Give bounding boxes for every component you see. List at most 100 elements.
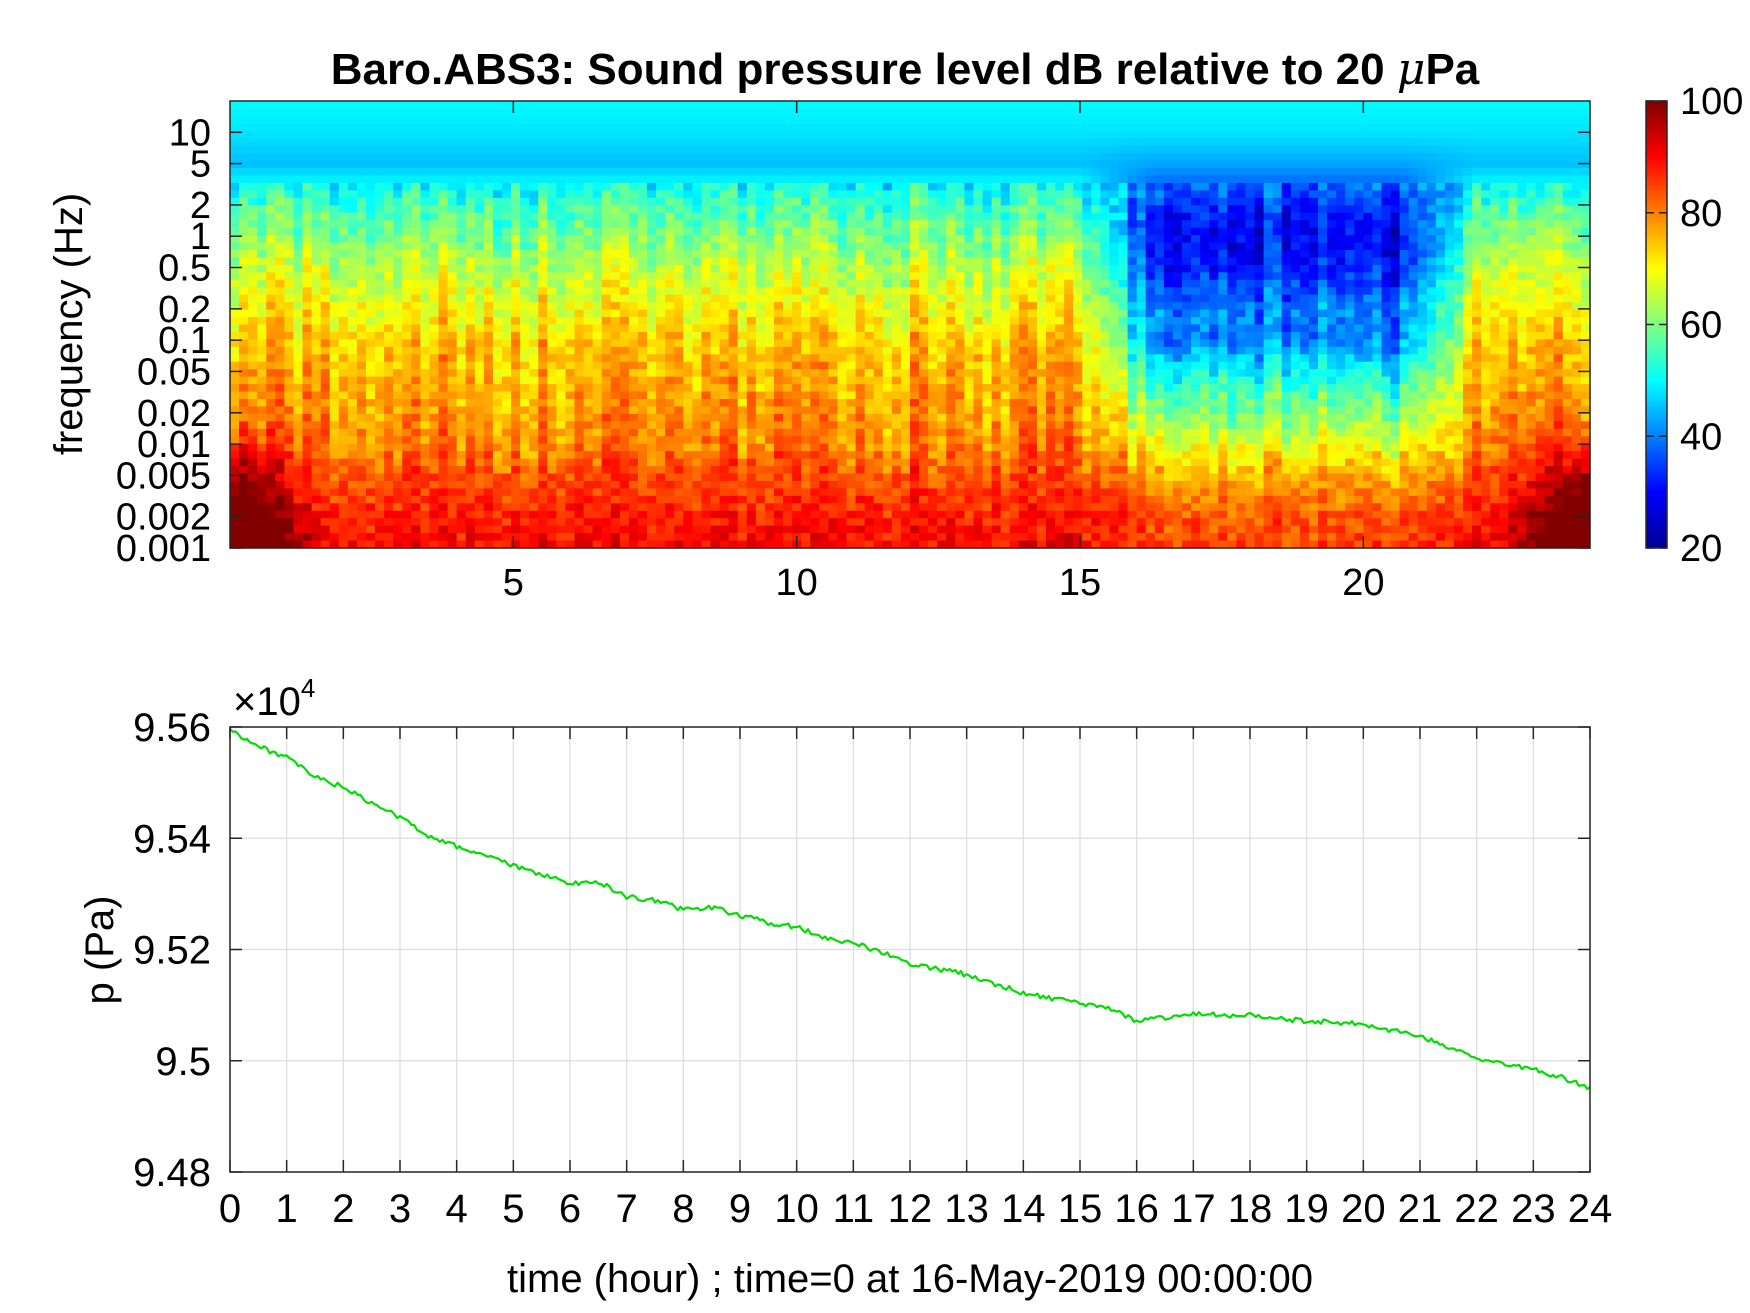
heatmap-cell bbox=[674, 346, 684, 355]
heatmap-cell bbox=[801, 339, 811, 348]
heatmap-cell bbox=[429, 391, 440, 400]
heatmap-cell bbox=[683, 309, 693, 318]
heatmap-cell bbox=[792, 279, 802, 288]
heatmap-cell bbox=[828, 108, 839, 117]
heatmap-cell bbox=[810, 309, 820, 318]
heatmap-cell bbox=[329, 391, 340, 400]
heatmap-cell bbox=[919, 130, 929, 139]
heatmap-cell bbox=[347, 413, 358, 422]
heatmap-cell bbox=[928, 227, 938, 236]
heatmap-cell bbox=[873, 309, 884, 318]
heatmap-cell bbox=[973, 108, 984, 117]
heatmap-cell bbox=[638, 503, 648, 512]
heatmap-cell bbox=[239, 421, 249, 430]
heatmap-cell bbox=[366, 473, 376, 482]
heatmap-cell bbox=[792, 495, 802, 504]
heatmap-cell bbox=[619, 257, 630, 266]
heatmap-cell bbox=[737, 376, 748, 385]
heatmap-cell bbox=[266, 250, 276, 259]
heatmap-cell bbox=[465, 540, 476, 549]
heatmap-cell bbox=[828, 235, 839, 244]
heatmap-cell bbox=[248, 391, 258, 400]
heatmap-cell bbox=[338, 346, 349, 355]
heatmap-cell bbox=[891, 533, 902, 542]
heatmap-cell bbox=[900, 369, 911, 378]
heatmap-cell bbox=[610, 391, 621, 400]
heatmap-cell bbox=[592, 212, 603, 221]
heatmap-cell bbox=[746, 264, 757, 273]
heatmap-cell bbox=[610, 205, 621, 214]
heatmap-cell bbox=[864, 495, 875, 504]
heatmap-cell bbox=[891, 257, 902, 266]
heatmap-cell bbox=[855, 458, 866, 467]
heatmap-cell bbox=[946, 294, 956, 303]
heatmap-cell bbox=[846, 123, 857, 132]
heatmap-cell bbox=[964, 413, 975, 422]
heatmap-cell bbox=[384, 153, 394, 162]
heatmap-cell bbox=[937, 331, 947, 340]
heatmap-cell bbox=[492, 406, 503, 415]
heatmap-cell bbox=[864, 242, 875, 251]
heatmap-cell bbox=[783, 384, 793, 393]
heatmap-cell bbox=[248, 451, 258, 460]
heatmap-cell bbox=[511, 458, 521, 467]
heatmap-cell bbox=[919, 518, 929, 527]
heatmap-cell bbox=[456, 153, 467, 162]
heatmap-cell bbox=[447, 160, 458, 169]
heatmap-cell bbox=[592, 391, 603, 400]
heatmap-cell bbox=[647, 160, 657, 169]
heatmap-cell bbox=[257, 190, 267, 199]
heatmap-cell bbox=[946, 168, 956, 177]
heatmap-cell bbox=[701, 205, 712, 214]
heatmap-cell bbox=[638, 331, 648, 340]
heatmap-cell bbox=[973, 272, 984, 281]
heatmap-cell bbox=[502, 168, 512, 177]
heatmap-cell bbox=[447, 518, 458, 527]
heatmap-cell bbox=[683, 250, 693, 259]
heatmap-cell bbox=[919, 309, 929, 318]
heatmap-cell bbox=[565, 123, 576, 132]
heatmap-cell bbox=[692, 510, 703, 519]
heatmap-cell bbox=[338, 175, 349, 184]
heatmap-cell bbox=[964, 451, 975, 460]
heatmap-cell bbox=[819, 272, 829, 281]
heatmap-cell bbox=[311, 182, 322, 191]
heatmap-cell bbox=[565, 458, 576, 467]
heatmap-cell bbox=[393, 540, 403, 549]
heatmap-cell bbox=[338, 205, 349, 214]
heatmap-cell bbox=[393, 339, 403, 348]
heatmap-cell bbox=[882, 294, 893, 303]
heatmap-cell bbox=[619, 421, 630, 430]
heatmap-cell bbox=[710, 272, 721, 281]
heatmap-cell bbox=[955, 466, 965, 475]
heatmap-cell bbox=[792, 354, 802, 363]
heatmap-cell bbox=[511, 115, 521, 124]
heatmap-cell bbox=[275, 250, 285, 259]
heatmap-cell bbox=[302, 428, 313, 437]
heatmap-cell bbox=[547, 153, 557, 162]
heatmap-cell bbox=[266, 242, 276, 251]
heatmap-cell bbox=[474, 309, 485, 318]
heatmap-cell bbox=[492, 399, 503, 408]
heatmap-cell bbox=[438, 421, 449, 430]
heatmap-cell bbox=[601, 302, 612, 311]
heatmap-cell bbox=[257, 153, 267, 162]
heatmap-cell bbox=[393, 458, 403, 467]
heatmap-cell bbox=[230, 160, 240, 169]
heatmap-cell bbox=[656, 540, 666, 549]
heatmap-cell bbox=[701, 302, 712, 311]
heatmap-cell bbox=[683, 540, 693, 549]
heatmap-cell bbox=[710, 361, 721, 370]
heatmap-cell bbox=[900, 376, 911, 385]
heatmap-cell bbox=[719, 212, 730, 221]
heatmap-cell bbox=[275, 339, 285, 348]
heatmap-cell bbox=[375, 190, 385, 199]
heatmap-cell bbox=[338, 488, 349, 497]
heatmap-cell bbox=[837, 525, 848, 534]
heatmap-cell bbox=[601, 160, 612, 169]
heatmap-cell bbox=[656, 130, 666, 139]
heatmap-cell bbox=[864, 391, 875, 400]
heatmap-cell bbox=[293, 339, 304, 348]
heatmap-cell bbox=[311, 458, 322, 467]
heatmap-cell bbox=[882, 317, 893, 326]
